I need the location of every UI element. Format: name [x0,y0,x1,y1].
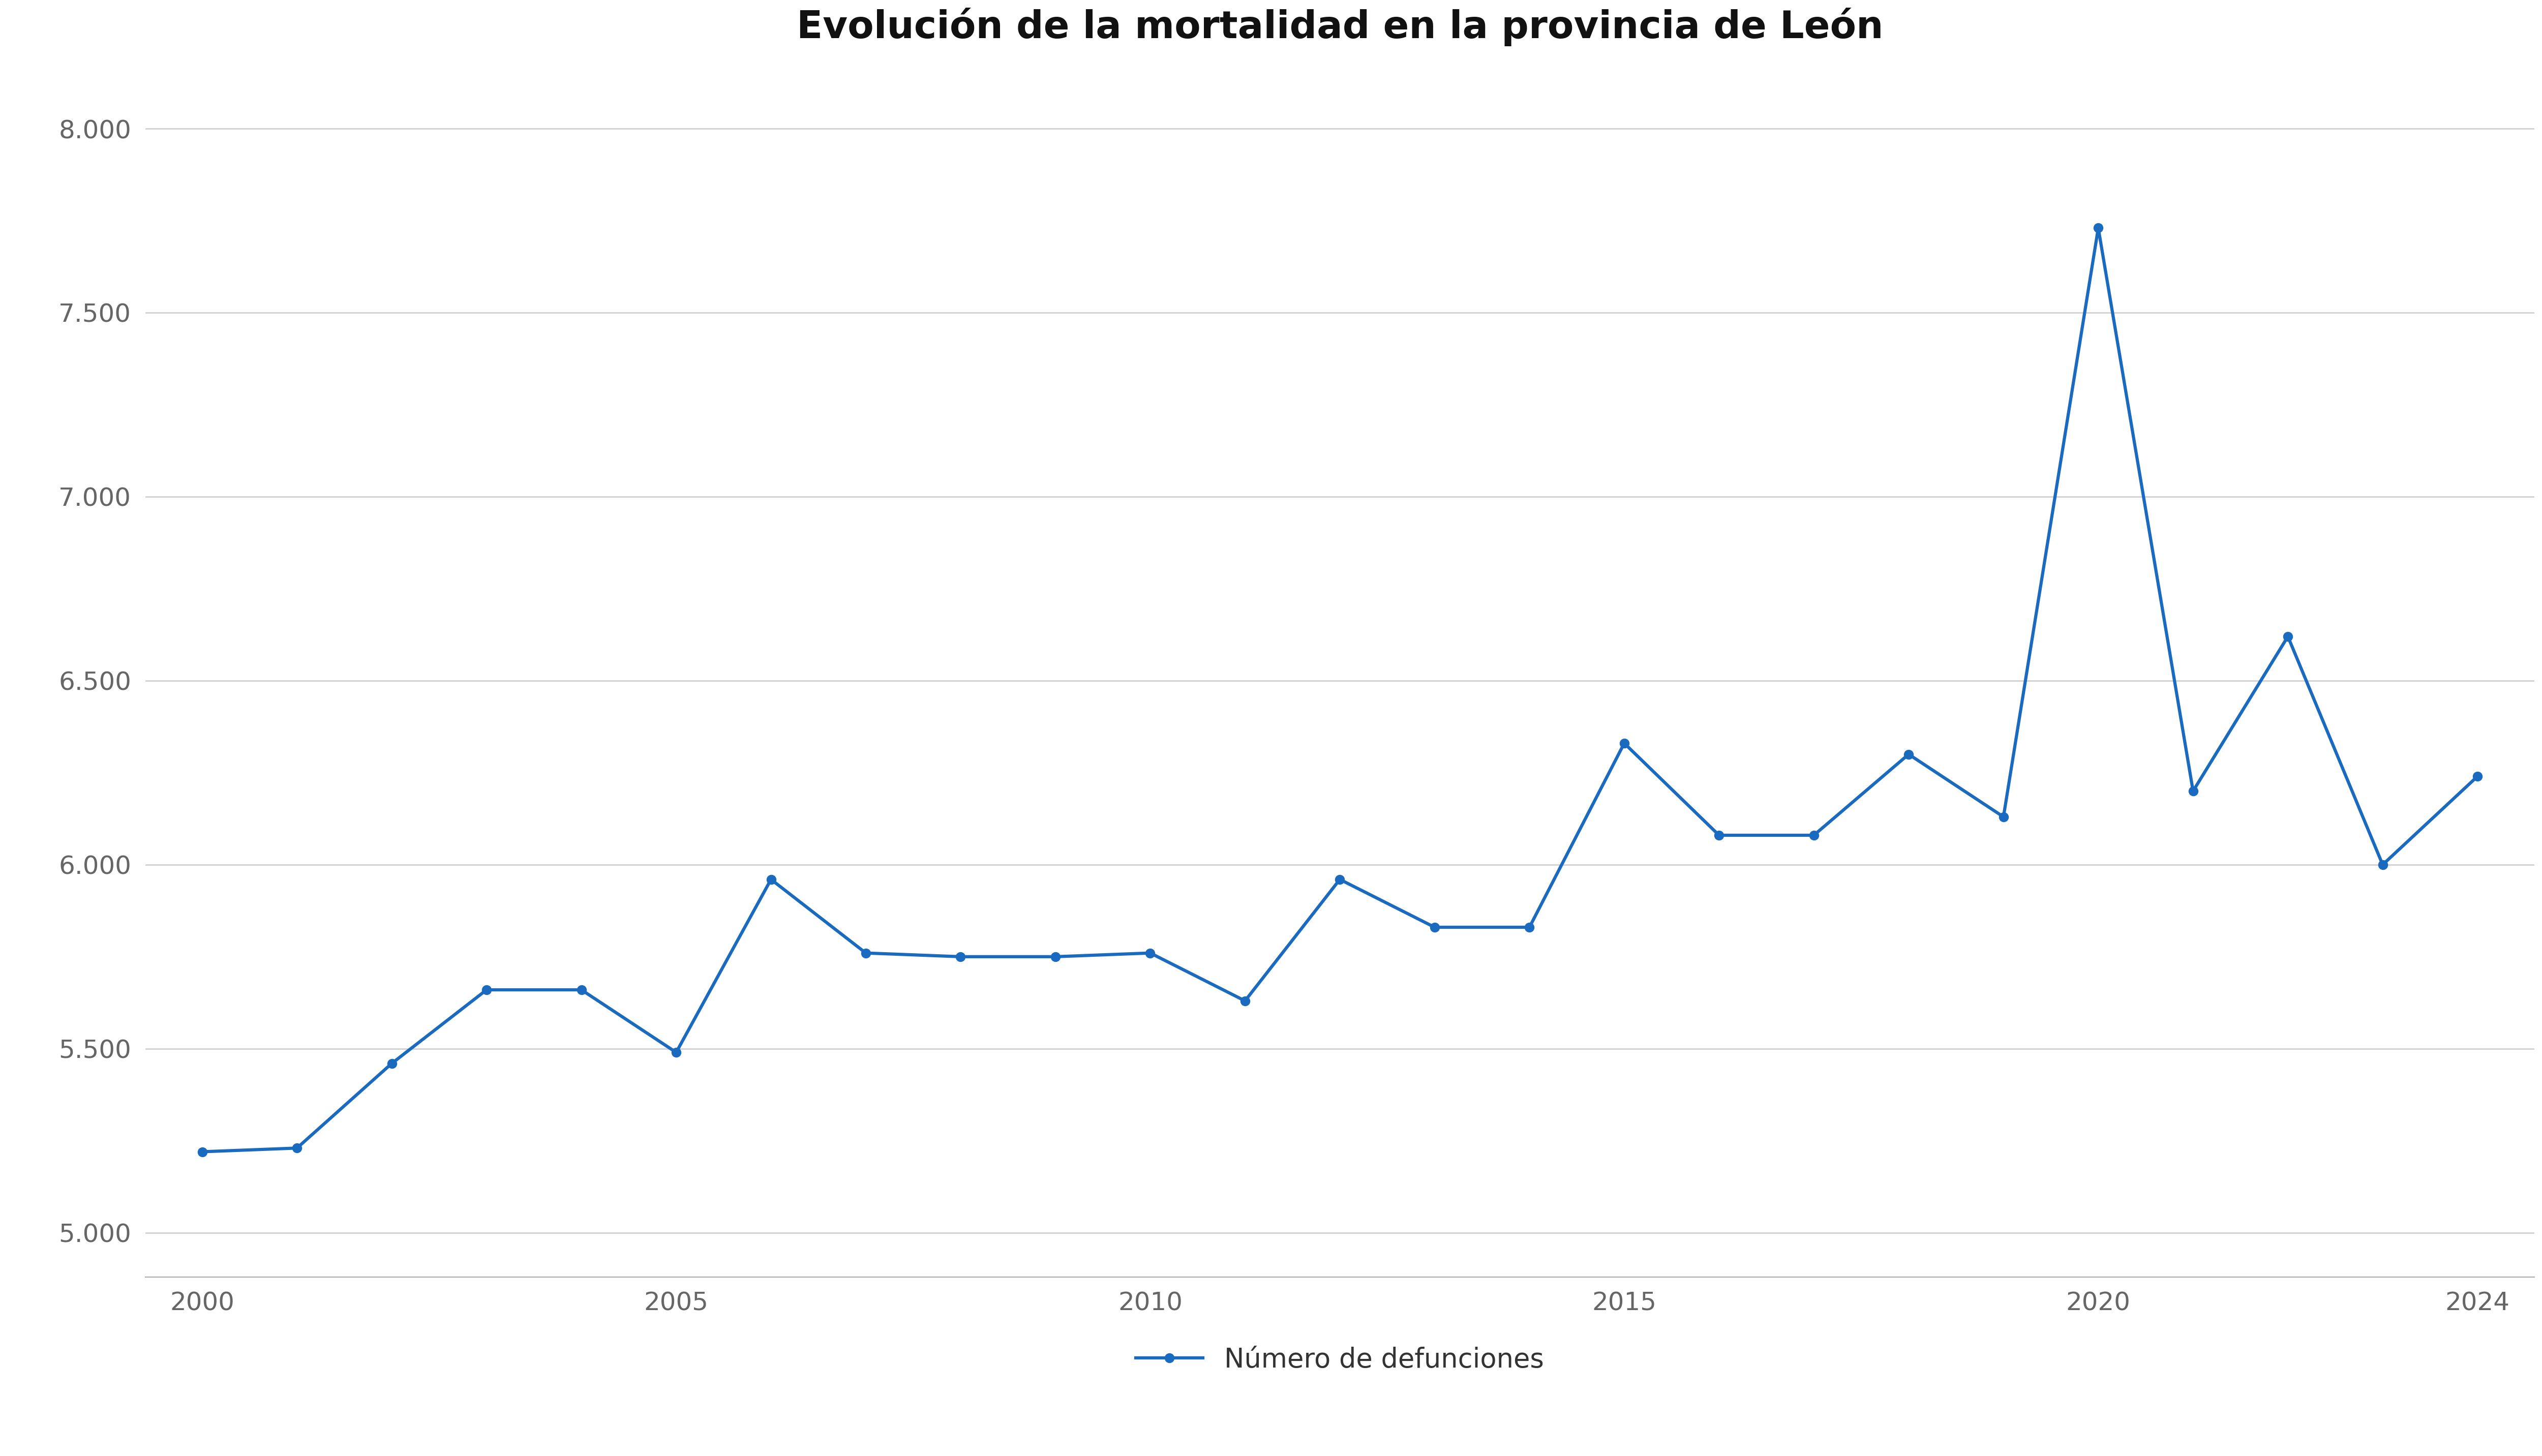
Número de defunciones [1800,827,1830,844]
Número de defunciones [1418,919,1449,936]
Número de defunciones [1609,734,1640,751]
Número de defunciones [946,948,976,965]
Número de defunciones [376,1054,407,1072]
Número de defunciones [755,871,785,888]
Line: Número de defunciones: Número de defunciones [198,223,2481,1156]
Número de defunciones [1324,871,1355,888]
Número de defunciones [1040,948,1070,965]
Número de defunciones [1230,992,1261,1009]
Número de defunciones [1134,945,1164,962]
Número de defunciones [1988,808,2018,826]
Número de defunciones [282,1140,313,1158]
Número de defunciones [188,1143,219,1160]
Número de defunciones [567,981,597,999]
Title: Evolución de la mortalidad en la provincia de León: Evolución de la mortalidad en la provinc… [796,7,1884,47]
Número de defunciones [2082,220,2112,237]
Legend: Número de defunciones: Número de defunciones [1126,1337,1556,1383]
Número de defunciones [1703,827,1734,844]
Número de defunciones [2273,628,2303,645]
Número de defunciones [2463,767,2494,785]
Número de defunciones [852,945,882,962]
Número de defunciones [2178,782,2209,799]
Número de defunciones [1515,919,1546,936]
Número de defunciones [661,1044,691,1061]
Número de defunciones [470,981,501,999]
Número de defunciones [1894,745,1924,763]
Número de defunciones [2367,856,2397,874]
